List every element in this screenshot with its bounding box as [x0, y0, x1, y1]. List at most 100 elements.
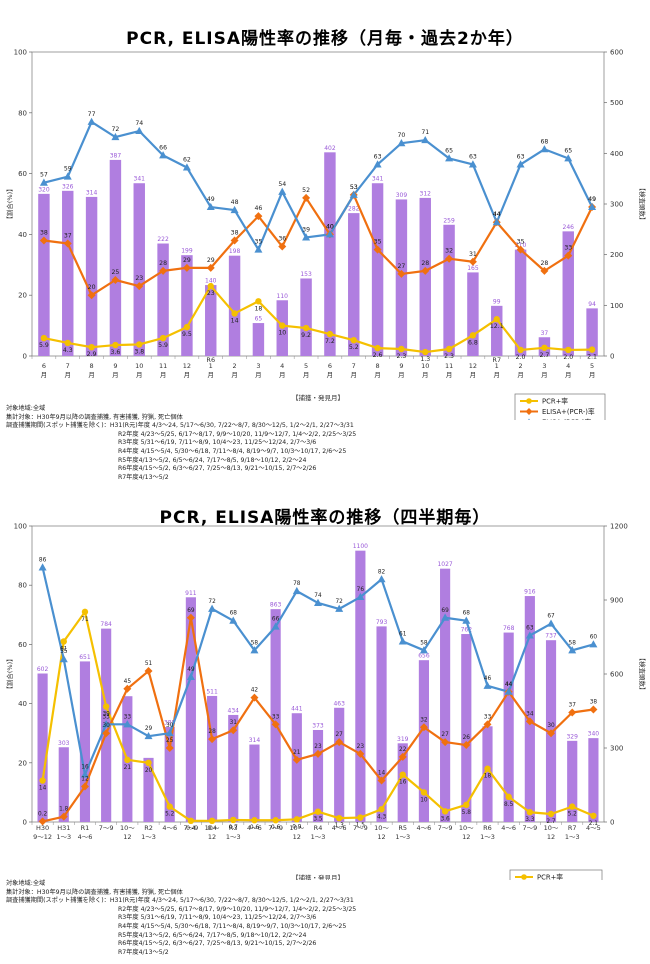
bar-data-label: 511 [206, 688, 218, 695]
marker-pcr-positive [159, 334, 167, 342]
x-tick-label: 7 [66, 362, 70, 370]
bar-data-label: 309 [396, 192, 408, 199]
line-data-label: 38 [40, 229, 48, 236]
line-data-label: 14 [378, 771, 386, 777]
bar-data-label: 863 [270, 602, 282, 609]
x-tick-label: 月 [589, 371, 596, 379]
line-data-label: 34 [526, 711, 534, 717]
right-tick-label: 300 [610, 201, 623, 209]
marker-pcr-positive [541, 344, 548, 351]
line-data-label: 74 [135, 120, 143, 127]
line-data-label: 18 [254, 305, 262, 312]
marker-elisa-negative [468, 160, 477, 168]
line-data-label: 48 [231, 199, 239, 206]
bar-pcr-count [181, 255, 193, 356]
line-data-label: 71 [81, 617, 89, 623]
x-tick-label: 10〜 [374, 824, 389, 832]
bar-data-label: 37 [541, 330, 549, 337]
marker-pcr-positive [39, 777, 46, 784]
marker-pcr-positive [136, 341, 143, 348]
marker-elisa-positive [540, 266, 549, 275]
x-tick-label: 月 [255, 371, 262, 379]
line-data-label: 2.0 [516, 354, 526, 361]
bar-data-label: 1100 [353, 543, 368, 550]
bar-data-label: 916 [524, 589, 536, 596]
line-data-label: 63 [374, 153, 382, 160]
marker-elisa-positive [525, 717, 534, 726]
bar-pcr-count [291, 713, 302, 822]
marker-elisa-positive [568, 708, 577, 717]
left-tick-label: 80 [18, 582, 27, 590]
bar-data-label: 110 [277, 293, 289, 300]
line-data-label: 25 [111, 269, 119, 276]
marker-elisa-negative [63, 172, 72, 180]
marker-pcr-positive [588, 346, 596, 353]
line-data-label: 32 [420, 717, 428, 723]
line-data-label: 3.6 [110, 349, 120, 356]
line-data-label: 28 [421, 260, 429, 267]
marker-elisa-positive [80, 782, 89, 791]
bar-data-label: 94 [588, 301, 596, 308]
line-data-label: 2.1 [587, 354, 597, 361]
x-tick-label: 3 [542, 362, 546, 370]
line-data-label: 67 [547, 614, 555, 620]
marker-elisa-negative [483, 681, 492, 689]
line-data-label: 33 [102, 714, 110, 720]
note-line: 調査捕獲期間(スポット捕獲を除く)：H31(R元)年度 4/3〜24, 5/17… [6, 897, 354, 905]
marker-pcr-positive [302, 324, 310, 332]
line-data-label: 21 [293, 750, 301, 756]
line-data-label: 29 [145, 726, 153, 732]
marker-pcr-positive [60, 638, 67, 645]
chart-2-quarterly: 0 20 40 60 80 100 0 300 600 900 1200 【割合(%)】 【検査頭数】【… [5, 523, 647, 880]
marker-pcr-positive [463, 801, 470, 809]
bar-pcr-count [586, 308, 598, 356]
line-data-label: 40 [326, 223, 334, 230]
bar-pcr-count [228, 714, 239, 822]
line-data-label: 62 [183, 157, 191, 164]
x-tick-label: 10〜 [544, 824, 559, 832]
line-data-label: 5.8 [462, 810, 472, 816]
x-tick-label: 9 [399, 362, 403, 370]
marker-pcr-positive [590, 812, 597, 819]
bar-data-label: 768 [503, 625, 515, 632]
x-tick-label: 3 [256, 362, 260, 370]
x-tick-label: 12 [377, 833, 385, 841]
line-data-label: 58 [251, 640, 259, 646]
line-data-label: 5.9 [158, 342, 168, 349]
marker-elisa-negative [356, 592, 365, 601]
x-tick-label: 7〜9 [99, 824, 114, 832]
bar-pcr-count [562, 231, 574, 356]
line-data-label: 86 [39, 557, 47, 563]
x-tick-label: 6 [328, 362, 332, 370]
marker-elisa-positive [39, 236, 48, 245]
line-data-label: 3.5 [313, 817, 323, 823]
legend-label: ELISA+(PCR-)率 [542, 407, 595, 416]
x-tick-label: 月 [565, 371, 572, 379]
line-data-label: 69 [441, 608, 449, 614]
x-tick-label: 1〜3 [56, 833, 71, 841]
line-data-label: 1.3 [420, 356, 430, 363]
marker-elisa-positive [335, 738, 344, 747]
line-data-label: 57 [40, 172, 48, 179]
bar-data-label: 165 [467, 265, 479, 272]
bar-data-label: 198 [229, 248, 241, 255]
marker-pcr-positive [565, 346, 572, 354]
x-tick-label: 12 [469, 362, 477, 370]
marker-elisa-positive [302, 193, 311, 202]
left-tick-label: 40 [18, 700, 27, 708]
x-tick-label: 1〜3 [141, 833, 156, 841]
bar-pcr-count [371, 183, 384, 356]
line-data-label: 30 [102, 723, 110, 729]
line-data-label: 28 [540, 260, 548, 267]
marker-elisa-positive [462, 741, 471, 750]
x-tick-label: 月 [327, 371, 334, 379]
marker-elisa-positive [397, 269, 406, 278]
line-data-label: 0.6 [250, 825, 260, 831]
bar-data-label: 199 [181, 248, 193, 255]
marker-elisa-negative [419, 646, 428, 654]
line-data-label: 14 [39, 786, 47, 792]
marker-elisa-negative [144, 731, 153, 740]
bar-data-label: 314 [86, 189, 98, 196]
bar-data-label: 784 [100, 621, 112, 628]
bar-data-label: 319 [397, 736, 409, 743]
